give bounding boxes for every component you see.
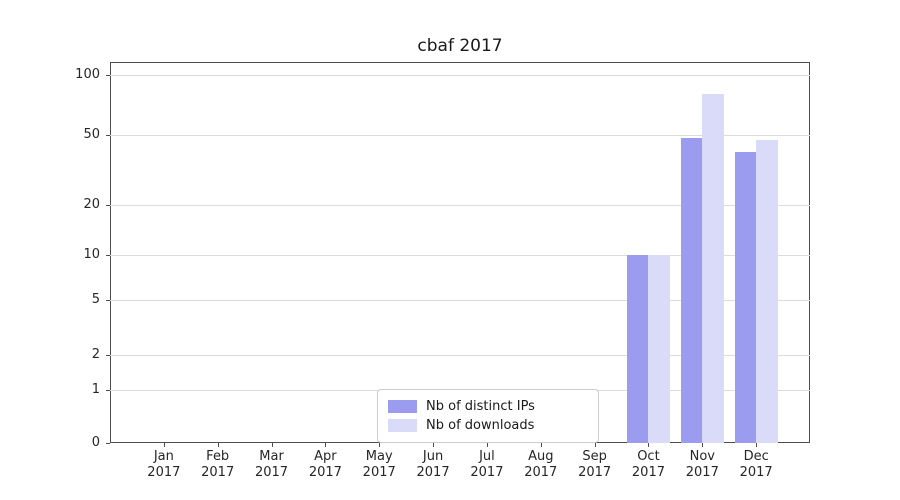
x-tick-mark [325, 443, 327, 447]
legend-label: Nb of downloads [426, 418, 535, 433]
x-tick-mark [486, 443, 488, 447]
x-tick-label: Dec 2017 [739, 449, 773, 480]
x-tick-mark [379, 443, 381, 447]
x-tick-mark [594, 443, 596, 447]
x-tick-label: Nov 2017 [685, 449, 719, 480]
y-tick-label: 2 [91, 346, 100, 362]
x-tick-mark [540, 443, 542, 447]
chart-title: cbaf 2017 [417, 36, 503, 56]
x-tick-label: Jul 2017 [470, 449, 504, 480]
x-tick-mark [163, 443, 165, 447]
x-tick-label: May 2017 [362, 449, 396, 480]
x-tick-mark [756, 443, 758, 447]
gridline [110, 135, 810, 137]
x-tick-mark [433, 443, 435, 447]
y-tick-mark [106, 204, 110, 206]
y-tick-label: 100 [75, 66, 100, 82]
x-tick-mark [648, 443, 650, 447]
x-tick-label: Apr 2017 [308, 449, 342, 480]
y-tick-mark [106, 443, 110, 444]
bar-oct-downloads [648, 255, 670, 443]
legend-item: Nb of downloads [388, 416, 588, 435]
gridline [110, 204, 810, 206]
x-tick-label: Sep 2017 [578, 449, 612, 480]
y-tick-mark [106, 255, 110, 257]
x-tick-label: Feb 2017 [201, 449, 235, 480]
bar-dec-downloads [756, 139, 778, 443]
y-tick-mark [106, 390, 110, 392]
y-tick-label: 1 [91, 382, 100, 398]
bar-nov-distinct-ips [680, 138, 703, 443]
y-tick-label: 0 [91, 435, 100, 450]
x-tick-mark [271, 443, 273, 447]
legend: Nb of distinct IPs Nb of downloads [377, 389, 599, 443]
gridline [110, 255, 810, 257]
x-tick-label: Jan 2017 [147, 449, 181, 480]
x-tick-label: Jun 2017 [416, 449, 450, 480]
y-tick-label: 10 [83, 247, 100, 263]
legend-swatch-icon [388, 419, 417, 432]
gridline [110, 300, 810, 302]
bar-dec-distinct-ips [734, 152, 757, 443]
y-tick-label: 5 [91, 292, 100, 308]
y-tick-label: 20 [83, 196, 100, 212]
x-tick-label: Oct 2017 [631, 449, 665, 480]
x-tick-mark [217, 443, 219, 447]
legend-swatch-icon [388, 400, 417, 413]
x-tick-mark [702, 443, 704, 447]
legend-label: Nb of distinct IPs [426, 399, 535, 414]
bar-nov-downloads [702, 94, 724, 443]
y-tick-label: 50 [83, 127, 100, 143]
y-tick-mark [106, 300, 110, 302]
x-tick-label: Aug 2017 [524, 449, 558, 480]
legend-item: Nb of distinct IPs [388, 397, 588, 416]
y-tick-mark [106, 135, 110, 137]
y-tick-mark [106, 74, 110, 76]
x-tick-label: Mar 2017 [254, 449, 289, 480]
gridline [110, 74, 810, 76]
bar-oct-distinct-ips [626, 255, 649, 443]
gridline [110, 354, 810, 356]
y-tick-mark [106, 354, 110, 356]
